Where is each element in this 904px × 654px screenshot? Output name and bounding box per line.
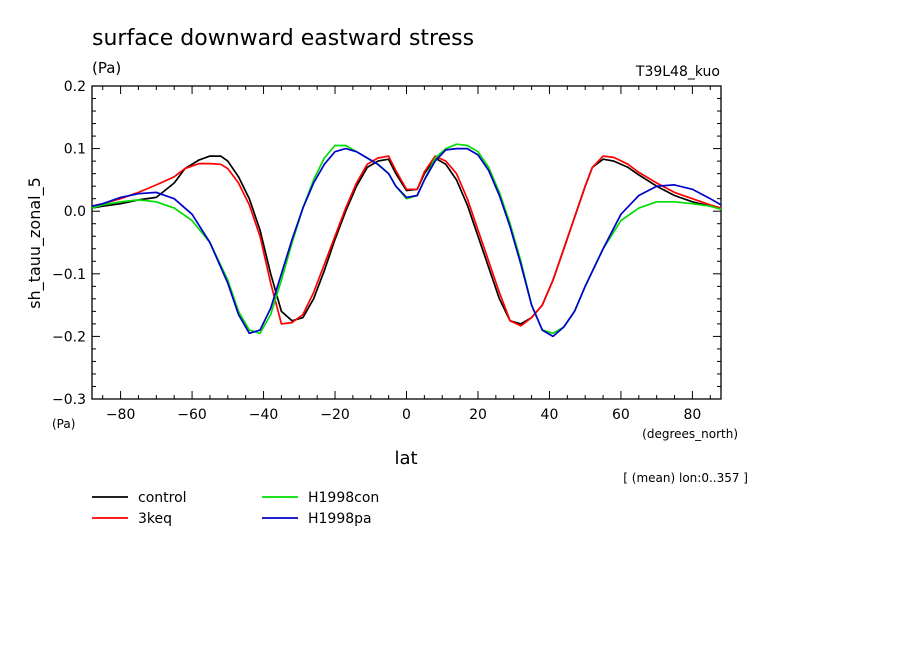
x-tick-label: 60 <box>612 407 630 423</box>
legend: control 3keq H1998con H1998pa <box>92 490 379 527</box>
y-tick-label: −0.3 <box>52 392 86 408</box>
y-tick-label: 0.0 <box>64 204 86 220</box>
x-tick-label: 20 <box>469 407 487 423</box>
x-tick-label: −40 <box>249 407 279 423</box>
y-tick-label: −0.1 <box>52 267 86 283</box>
y-tick-label: −0.2 <box>52 329 86 345</box>
run-label: T39L48_kuo <box>635 64 720 80</box>
title-units-label: (Pa) <box>92 59 121 77</box>
y-unit-label: (Pa) <box>52 417 75 431</box>
x-tick-label: −60 <box>177 407 207 423</box>
series-line-H1998pa <box>91 147 722 338</box>
x-tick-label: −80 <box>106 407 136 423</box>
legend-label: H1998con <box>308 490 379 506</box>
x-unit-label: (degrees_north) <box>642 427 738 441</box>
x-tick-label: −20 <box>320 407 350 423</box>
y-tick-label: 0.1 <box>64 142 86 158</box>
legend-item: H1998pa <box>262 511 372 527</box>
x-tick-label: 0 <box>402 407 411 423</box>
legend-label: control <box>138 490 187 506</box>
footnote: [ (mean) lon:0..357 ] <box>623 471 748 485</box>
legend-item: H1998con <box>262 490 379 506</box>
x-tick-label: 80 <box>683 407 701 423</box>
x-axis-label: lat <box>394 448 417 469</box>
series-line-3keq <box>91 155 722 327</box>
chart-title: surface downward eastward stress <box>92 26 474 51</box>
y-tick-label: 0.2 <box>64 79 86 95</box>
plot-lines <box>91 143 722 338</box>
legend-item: 3keq <box>92 511 172 527</box>
x-tick-label: 40 <box>541 407 559 423</box>
legend-item: control <box>92 490 187 506</box>
axes: −80 −60 −40 −20 0 20 40 60 80 −0.3 −0.2 −0.1 0.0 0.1 0… <box>52 79 722 423</box>
legend-label: 3keq <box>138 511 172 527</box>
plot-frame <box>91 85 722 400</box>
legend-label: H1998pa <box>308 511 372 527</box>
series-line-H1998con <box>91 143 722 335</box>
y-axis-label: sh_tauu_zonal_5 <box>25 177 45 309</box>
series-line-control <box>91 155 722 325</box>
